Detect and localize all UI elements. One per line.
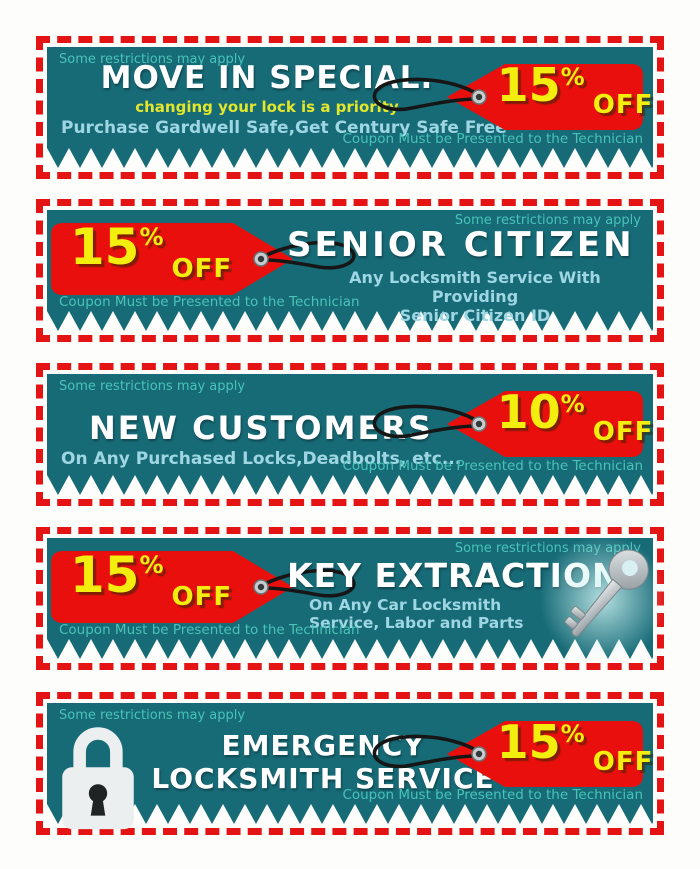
price-tag-shape <box>372 721 643 787</box>
tag-string-icon <box>372 734 479 769</box>
zigzag-edge <box>47 148 653 168</box>
price-tag: 10 % OFF <box>357 385 653 463</box>
percent-value: 10 <box>496 385 561 439</box>
must-present-text: Coupon Must be Presented to the Technici… <box>342 458 643 474</box>
coupon-detail-line: Service, Labor and Parts <box>309 614 524 632</box>
price-tag-shape <box>51 551 356 623</box>
percent-sign: % <box>560 720 585 748</box>
percent-value: 15 <box>69 546 140 604</box>
coupon-detail-line: Senior Citizen ID <box>399 306 551 325</box>
restrictions-text: Some restrictions may apply <box>59 708 246 723</box>
off-label: OFF <box>171 582 233 612</box>
must-present-text: Coupon Must be Presented to the Technici… <box>342 787 643 803</box>
zigzag-edge <box>47 475 653 495</box>
percent-value: 15 <box>496 715 561 769</box>
coupon-detail-line: On Any Car Locksmith <box>309 596 502 614</box>
tag-string-icon <box>261 240 356 270</box>
discount-label: 15 % OFF <box>497 719 653 775</box>
tag-string-icon <box>261 568 356 598</box>
tag-string-icon <box>372 404 479 439</box>
coupon-panel: 15 % OFF Some restrictions may apply KEY… <box>47 532 669 666</box>
coupon-title: SENIOR CITIZEN <box>287 225 635 265</box>
key-icon <box>537 532 669 666</box>
padlock-icon <box>49 719 147 833</box>
tag-string-icon <box>372 77 479 112</box>
discount-label: 15 % OFF <box>61 550 241 610</box>
coupon-detail: On Any Car Locksmith Service, Labor and … <box>309 596 524 632</box>
coupon-detail-line: Any Locksmith Service With Providing <box>349 268 601 306</box>
coupon-title: EMERGENCY LOCKSMITH SERVICE <box>151 729 495 795</box>
percent-sign: % <box>560 63 585 91</box>
must-present-text: Coupon Must be Presented to the Technici… <box>59 294 360 310</box>
coupon-panel: Some restrictions may apply EMERGENCY LO… <box>47 703 653 830</box>
off-label: OFF <box>592 747 654 777</box>
coupon-panel: Some restrictions may apply NEW CUSTOMER… <box>47 374 653 475</box>
must-present-text: Coupon Must be Presented to the Technici… <box>342 131 643 147</box>
price-tag: 15 % OFF <box>357 715 653 793</box>
discount-label: 15 % OFF <box>497 62 653 118</box>
zigzag-edge <box>47 311 653 331</box>
off-label: OFF <box>592 90 654 120</box>
restrictions-text: Some restrictions may apply <box>59 52 246 67</box>
restrictions-text: Some restrictions may apply <box>454 213 641 228</box>
must-present-text: Coupon Must be Presented to the Technici… <box>59 622 360 638</box>
coupon-detail: On Any Purchased Locks,Deadbolts, etc... <box>61 449 462 469</box>
coupon-move-in-special: Some restrictions may apply MOVE IN SPEC… <box>36 36 664 179</box>
coupon-detail: Purchase Gardwell Safe,Get Century Safe … <box>61 118 507 138</box>
price-tag: 15 % OFF <box>357 58 653 136</box>
coupon-emergency-locksmith: Some restrictions may apply EMERGENCY LO… <box>36 692 664 835</box>
price-tag-shape <box>51 223 356 295</box>
coupon-detail: Any Locksmith Service With Providing Sen… <box>307 268 643 325</box>
zigzag-edge <box>47 804 653 824</box>
coupon-panel: 15 % OFF Some restrictions may apply SEN… <box>47 210 653 325</box>
coupon-subtitle: changing your lock is a priority <box>135 98 399 116</box>
off-label: OFF <box>171 254 233 284</box>
price-tag-shape <box>372 64 643 130</box>
off-label: OFF <box>592 417 654 447</box>
discount-label: 15 % OFF <box>61 222 241 282</box>
coupon-new-customers: Some restrictions may apply NEW CUSTOMER… <box>36 363 664 506</box>
percent-value: 15 <box>496 58 561 112</box>
coupon-senior-citizen: 15 % OFF Some restrictions may apply SEN… <box>36 199 664 342</box>
price-tag: 15 % OFF <box>47 545 367 629</box>
coupon-key-extraction: 15 % OFF Some restrictions may apply KEY… <box>36 527 669 670</box>
percent-sign: % <box>560 390 585 418</box>
discount-label: 10 % OFF <box>497 389 653 445</box>
percent-sign: % <box>139 551 164 579</box>
price-tag-shape <box>372 391 643 457</box>
price-tag: 15 % OFF <box>47 217 367 301</box>
coupon-panel: Some restrictions may apply MOVE IN SPEC… <box>47 47 653 148</box>
percent-sign: % <box>139 223 164 251</box>
percent-value: 15 <box>69 218 140 276</box>
zigzag-edge <box>47 639 653 659</box>
restrictions-text: Some restrictions may apply <box>59 379 246 394</box>
